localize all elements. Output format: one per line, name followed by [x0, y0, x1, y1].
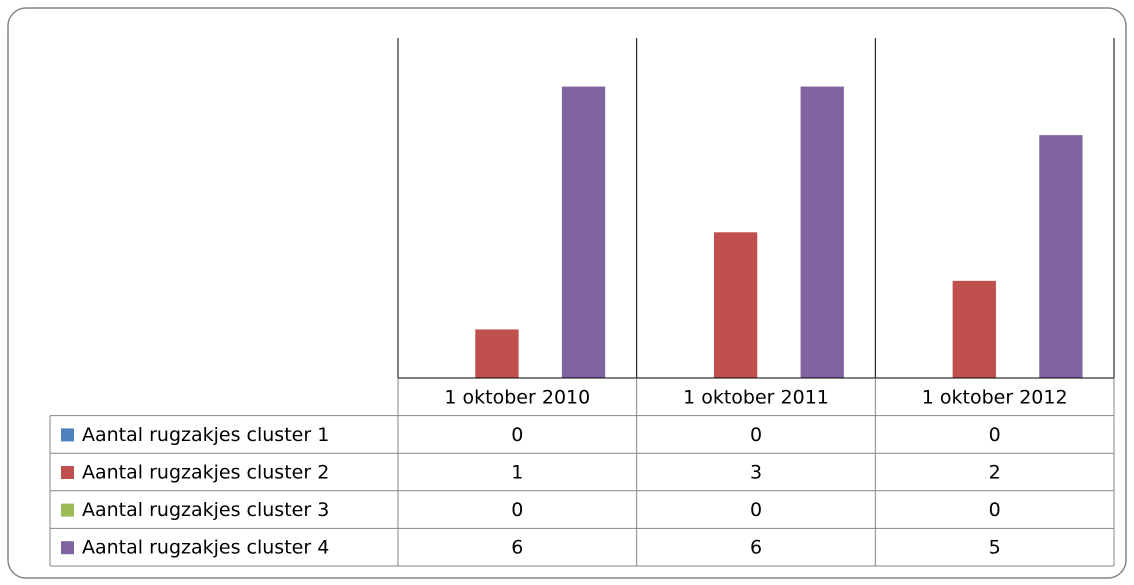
x-tick-label: 1 oktober 2011	[683, 386, 829, 408]
legend-key	[61, 541, 74, 555]
legend-key	[61, 503, 74, 517]
legend-label: Aantal rugzakjes cluster 4	[82, 537, 329, 559]
legend-key	[61, 466, 74, 479]
legend-label: Aantal rugzakjes cluster 3	[82, 499, 329, 521]
table-value: 0	[989, 499, 1001, 521]
bar	[475, 329, 519, 378]
table-value: 0	[511, 499, 523, 521]
bar	[713, 232, 758, 378]
table-value: 2	[989, 462, 1001, 484]
table-value: 0	[989, 424, 1001, 446]
table-value: 3	[750, 462, 762, 484]
table-value: 5	[989, 537, 1001, 559]
table-value: 1	[511, 462, 523, 484]
x-tick-label: 1 oktober 2012	[922, 386, 1068, 408]
table-value: 0	[750, 424, 762, 446]
table-value: 0	[511, 424, 523, 446]
table-value: 0	[750, 499, 762, 521]
bar	[800, 86, 844, 379]
table-value: 6	[750, 537, 762, 559]
legend-label: Aantal rugzakjes cluster 1	[82, 424, 329, 446]
x-tick-label: 1 oktober 2010	[444, 386, 590, 408]
legend-key	[61, 428, 74, 442]
bar	[952, 280, 996, 378]
table-value: 6	[511, 537, 523, 559]
bar	[1039, 135, 1083, 378]
bar	[561, 86, 606, 379]
legend-label: Aantal rugzakjes cluster 2	[82, 462, 329, 484]
